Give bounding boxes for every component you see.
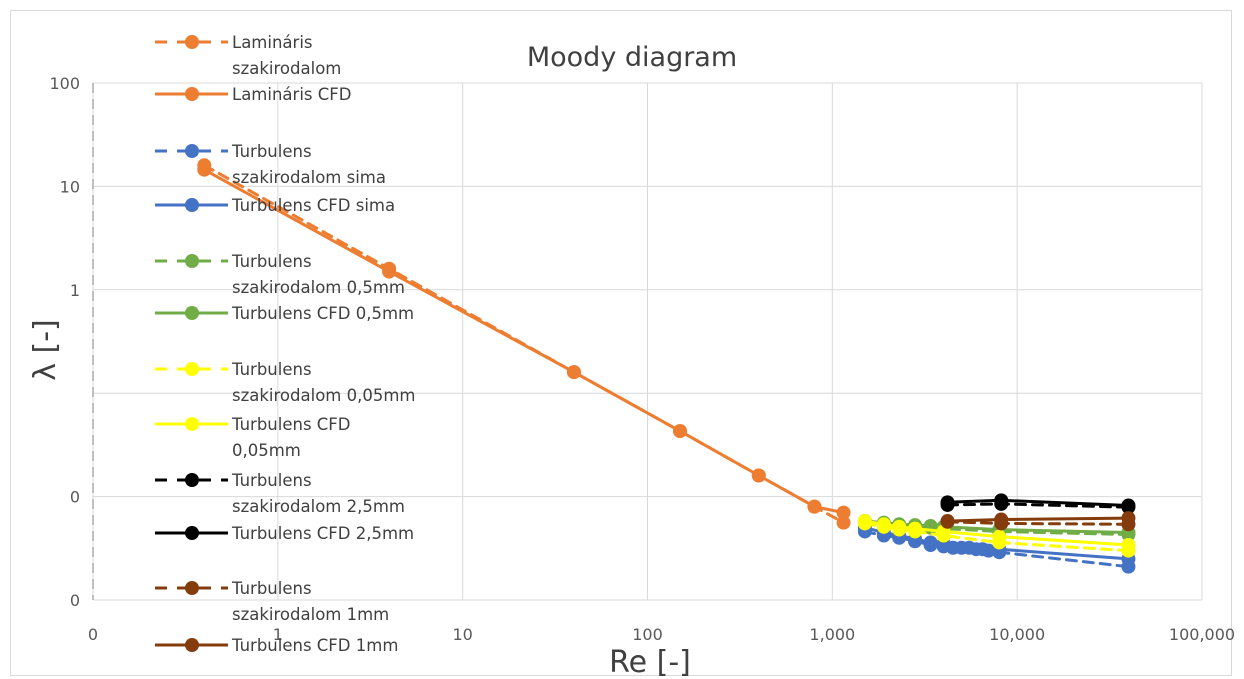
legend-marker <box>185 87 199 101</box>
legend-entry-label: szakirodalom 1mm <box>232 605 389 624</box>
data-point <box>1121 500 1136 515</box>
data-point <box>1121 559 1136 574</box>
legend-entry-label: Turbulens <box>231 471 312 490</box>
data-point <box>994 516 1009 531</box>
data-point <box>940 497 955 512</box>
legend-entry-label: szakirodalom 0,05mm <box>232 386 416 405</box>
data-point <box>1121 543 1136 558</box>
legend-marker <box>185 254 199 268</box>
legend-entry-label: Turbulens <box>231 142 312 161</box>
legend-entry-label: szakirodalom 2,5mm <box>232 497 405 516</box>
data-point <box>807 499 822 514</box>
data-point <box>382 261 397 276</box>
data-point <box>940 514 955 529</box>
legend-marker <box>185 581 199 595</box>
legend-entry-label: 0,05mm <box>232 441 301 460</box>
legend-entry-label: Turbulens CFD <box>231 415 351 434</box>
x-tick-label: 10 <box>452 625 472 644</box>
data-point <box>892 522 907 537</box>
data-point <box>907 524 922 539</box>
data-point <box>1121 517 1136 532</box>
y-tick-label: 0 <box>70 488 80 507</box>
legend-entry-label: Turbulens <box>231 579 312 598</box>
x-axis-title: Re [-] <box>609 645 691 679</box>
legend-marker <box>185 144 199 158</box>
y-tick-label: 0 <box>70 591 80 610</box>
data-point <box>994 496 1009 511</box>
x-tick-label: 0 <box>88 625 98 644</box>
legend-entry-label: Turbulens CFD 2,5mm <box>231 524 414 543</box>
data-point <box>566 365 581 380</box>
legend-marker <box>185 417 199 431</box>
legend-marker <box>185 473 199 487</box>
legend-marker <box>185 362 199 376</box>
legend-entry-label: Turbulens <box>231 360 312 379</box>
series-line <box>946 516 1130 523</box>
legend-entry-label: Turbulens <box>231 252 312 271</box>
legend-entry-label: Turbulens CFD 0,5mm <box>231 304 414 323</box>
x-tick-label: 10,000 <box>989 625 1045 644</box>
data-point <box>836 515 851 530</box>
data-point <box>923 538 938 553</box>
series-line <box>202 163 846 525</box>
legend-marker <box>185 526 199 540</box>
legend-layer: Lamináris szakirodalom Lamináris CFD Turbul… <box>155 33 416 655</box>
y-tick-label: 100 <box>49 74 80 93</box>
y-axis-title: λ [-] <box>28 319 63 381</box>
grid-layer <box>92 82 1203 601</box>
x-tick-label: 100 <box>632 625 663 644</box>
legend-marker <box>185 638 199 652</box>
series-line <box>946 520 1130 526</box>
legend-marker <box>185 306 199 320</box>
legend-entry-label: Lamináris CFD <box>232 85 351 104</box>
legend-entry-label: szakirodalom 0,5mm <box>232 278 405 297</box>
data-point <box>992 545 1007 560</box>
x-tick-label: 1,000 <box>809 625 855 644</box>
data-point <box>876 519 891 534</box>
x-tick-label: 100,000 <box>1169 625 1235 644</box>
data-point <box>1121 527 1136 542</box>
legend-entry-label: Turbulens CFD 1mm <box>231 636 398 655</box>
y-tick-label: 1 <box>70 281 80 300</box>
legend-marker <box>185 35 199 49</box>
legend-marker <box>185 198 199 212</box>
legend-entry-label: Turbulens CFD sima <box>231 196 395 215</box>
data-point <box>936 528 951 543</box>
data-point <box>197 158 212 173</box>
x-tick-label: 1 <box>273 625 283 644</box>
data-point <box>673 424 688 439</box>
data-point <box>992 535 1007 550</box>
series-layer <box>197 158 1136 574</box>
data-point <box>836 505 851 520</box>
series-line <box>202 168 846 515</box>
chart-frame <box>10 10 1232 676</box>
y-tick-label: 10 <box>60 177 80 196</box>
data-point <box>857 516 872 531</box>
label-layer: Moody diagram Re [-] λ [-] <box>28 42 737 679</box>
legend-entry-label: szakirodalom sima <box>232 168 386 187</box>
data-point <box>907 534 922 549</box>
data-point <box>751 468 766 483</box>
legend-entry-label: szakirodalom <box>232 59 341 78</box>
chart-title: Moody diagram <box>527 42 737 73</box>
data-point <box>981 543 996 558</box>
legend-entry-label: Lamináris <box>232 33 313 52</box>
